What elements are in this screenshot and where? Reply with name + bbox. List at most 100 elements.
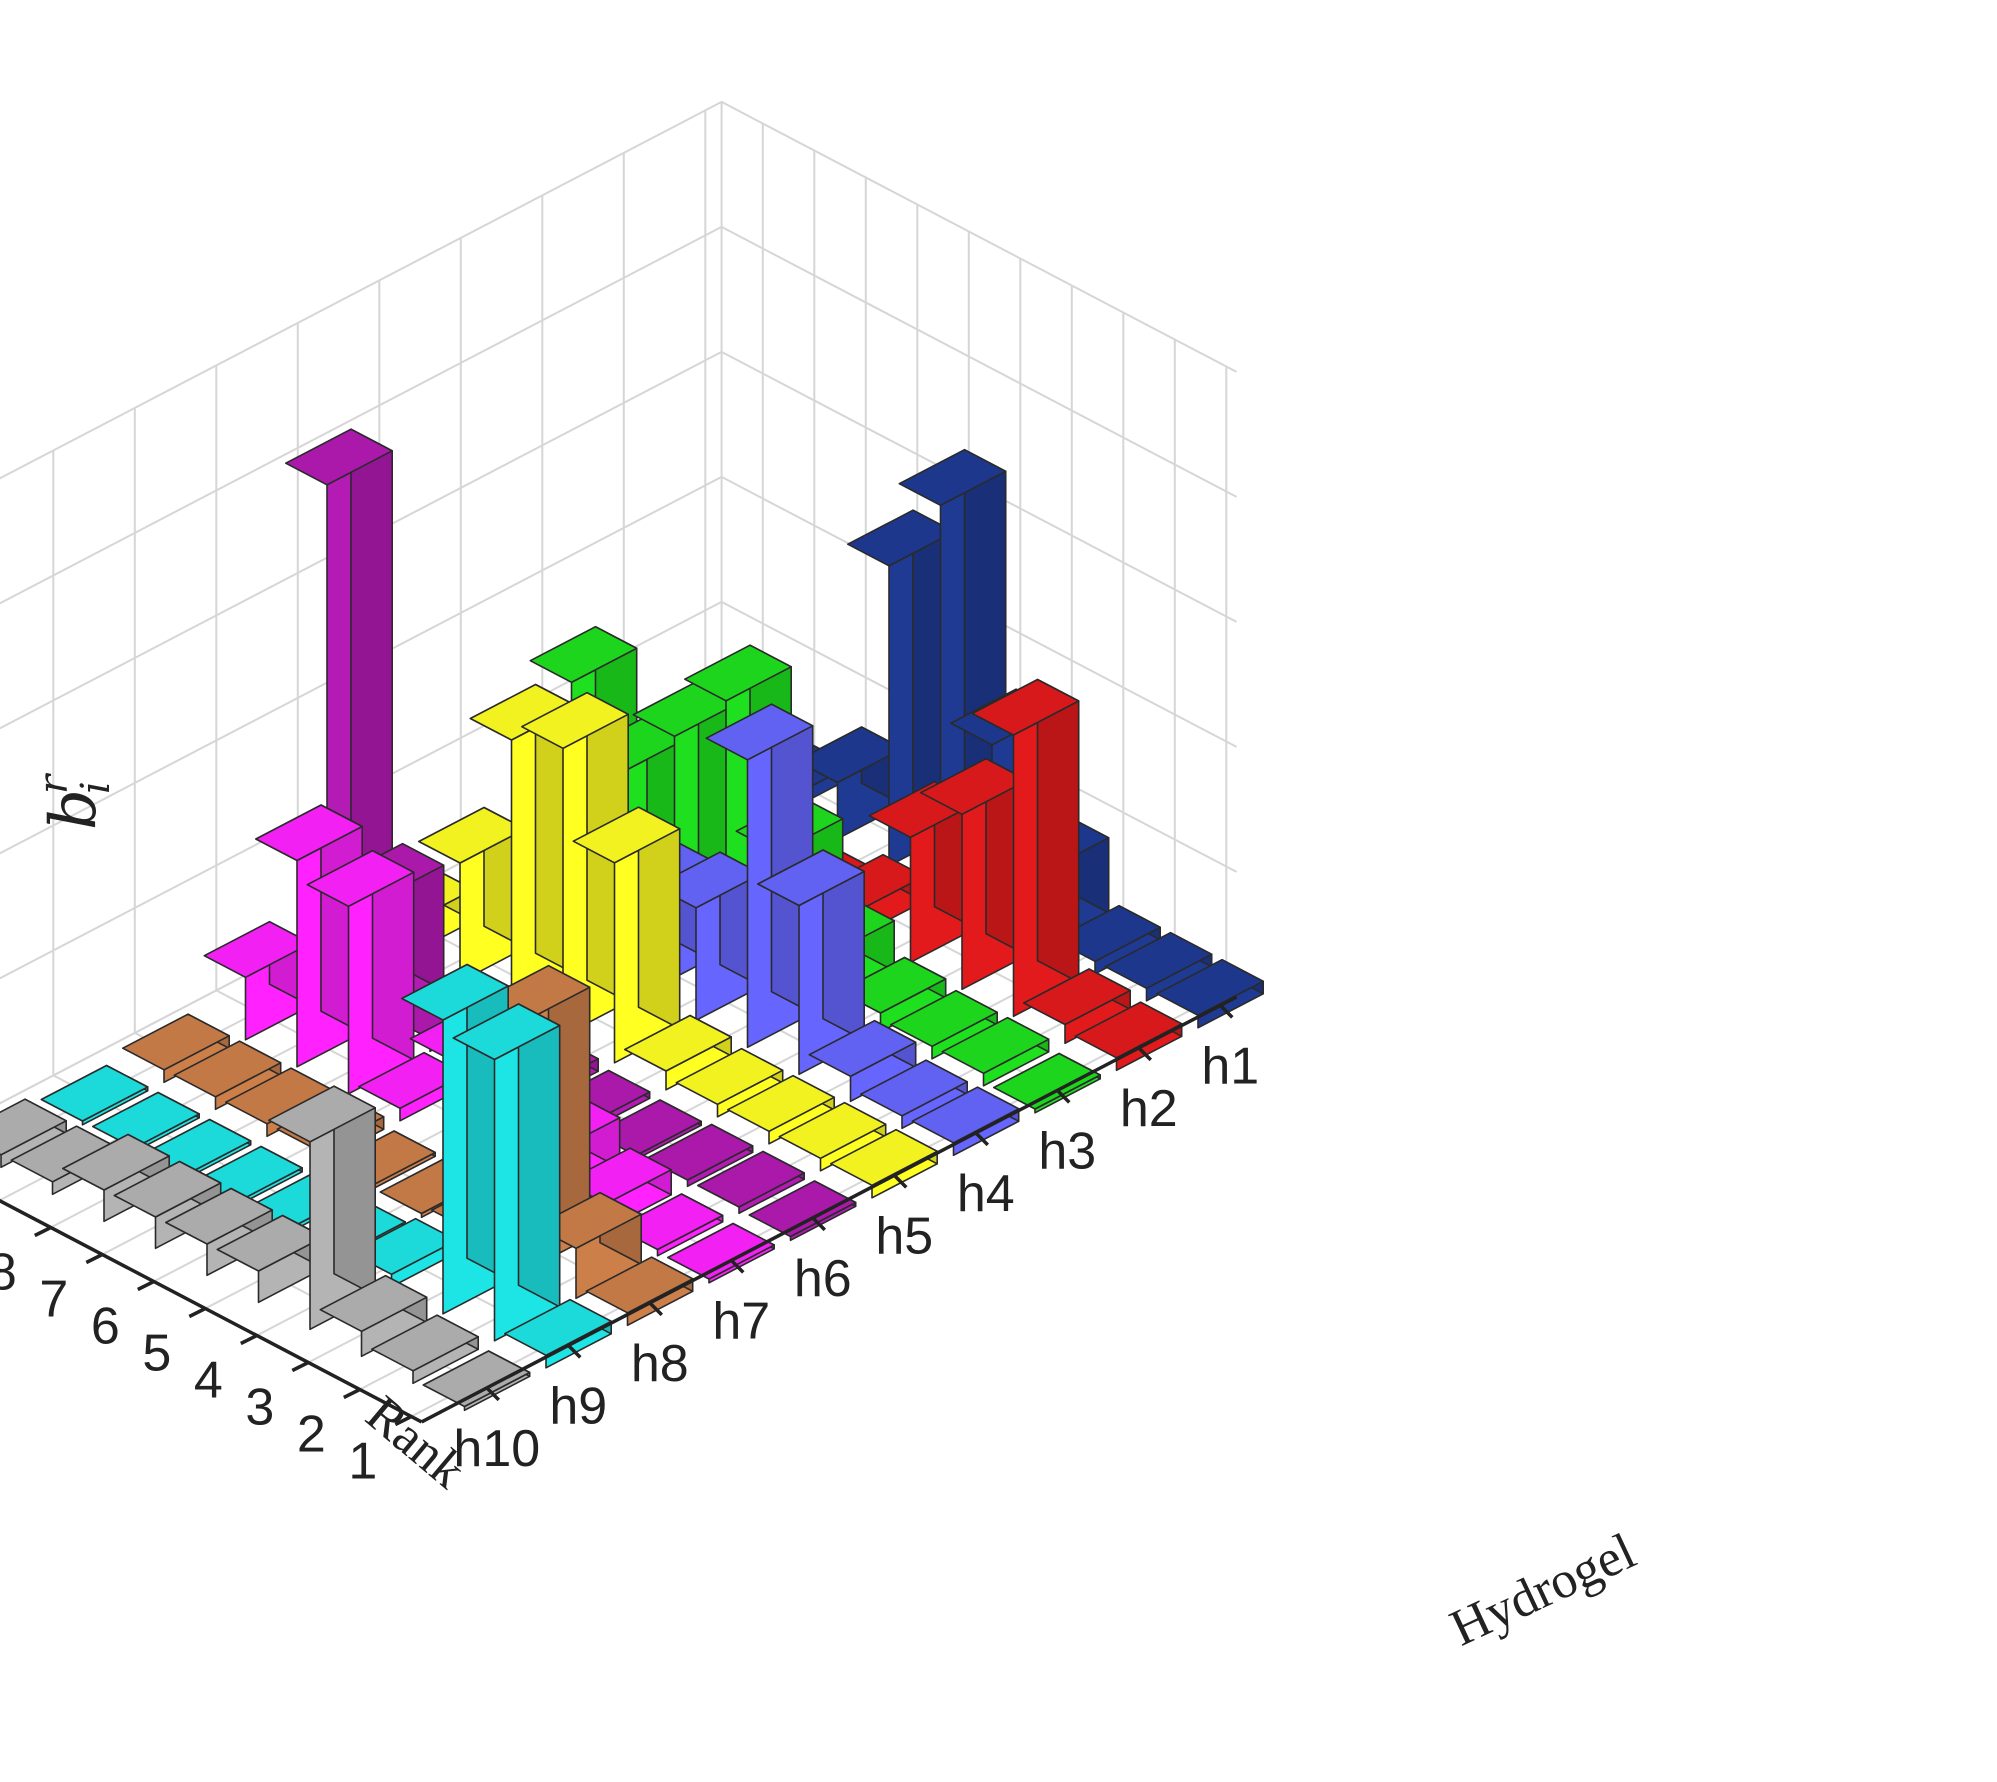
bar-h6-rank-2	[696, 1150, 806, 1215]
hydrogel-tick-label: h7	[712, 1292, 770, 1350]
bar-h5-rank-5	[623, 1014, 733, 1091]
bar-face	[1036, 678, 1080, 984]
bar-h7-rank-8	[306, 849, 415, 1095]
bar-top	[941, 1016, 1050, 1075]
bar-top	[165, 1187, 274, 1245]
bar-h5-rank-6	[572, 806, 681, 1064]
bar-top	[417, 806, 527, 864]
bar-h9-rank-9	[92, 1091, 200, 1153]
bar-top	[889, 989, 999, 1048]
bar-top	[756, 849, 866, 907]
bar-top	[203, 920, 312, 979]
rank-tick-label: 5	[142, 1325, 171, 1383]
bar-top	[726, 1074, 836, 1133]
bar-top	[319, 1274, 428, 1333]
bar-top	[675, 1047, 784, 1106]
bar-top	[572, 806, 681, 864]
rank-tick-label: 2	[297, 1406, 326, 1464]
hydrogel-tick-label: h6	[794, 1250, 852, 1308]
z-axis-label: b r i	[31, 772, 119, 830]
bar-top	[1022, 968, 1131, 1026]
bar-h1-rank-1	[1156, 958, 1264, 1029]
bar-top	[898, 448, 1007, 507]
rank-tick-label: 3	[245, 1379, 274, 1437]
hydrogel-tick	[1219, 1004, 1234, 1019]
bar-top	[529, 625, 638, 684]
bar-h8-rank-10	[122, 1013, 230, 1084]
rank-tick	[137, 1279, 155, 1292]
bar-top	[808, 1019, 917, 1078]
bar-top	[992, 1052, 1101, 1110]
bar-top	[306, 849, 415, 908]
z-axis-label-sub: i	[73, 781, 119, 794]
hydrogel-tick	[1137, 1046, 1153, 1062]
bar-h2-rank-3	[971, 678, 1080, 1018]
bar-top	[216, 1214, 325, 1272]
rank-tick	[343, 1387, 361, 1400]
bar-top	[422, 1350, 531, 1408]
rank-tick	[291, 1360, 310, 1373]
bar-h3-rank-3	[889, 989, 999, 1060]
bar-top	[400, 963, 510, 1021]
bar-top	[357, 1051, 467, 1110]
bar-top	[284, 428, 394, 486]
hydrogel-tick	[1056, 1089, 1071, 1104]
axes	[0, 995, 1238, 1427]
bar-top	[696, 1150, 806, 1208]
hydrogel-tick	[811, 1216, 827, 1232]
bar-h10-rank-2	[370, 1314, 480, 1385]
grid-line	[0, 225, 1238, 605]
bar-h10-rank-3	[319, 1274, 428, 1358]
grid-line	[0, 350, 1238, 730]
bar-h10-rank-10	[0, 1098, 67, 1169]
bar-face	[517, 1003, 561, 1308]
rank-tick	[240, 1333, 258, 1346]
bar-h5-rank-4	[675, 1047, 784, 1118]
bar-h7-rank-2	[615, 1193, 724, 1257]
bar-top	[623, 1014, 733, 1072]
bar-top	[122, 1013, 230, 1071]
bar-top	[0, 1098, 67, 1156]
hydrogel-tick-label: h8	[631, 1335, 689, 1393]
rank-tick-label: 7	[39, 1271, 68, 1329]
bar-h4-rank-4	[756, 849, 866, 1076]
z-axis-label-sup: r	[31, 772, 77, 794]
bar-top	[1104, 931, 1213, 990]
rank-tick	[85, 1252, 104, 1265]
bar-h10-rank-4	[267, 1085, 377, 1331]
rank-axis	[0, 1198, 423, 1424]
bar-top	[778, 1101, 887, 1160]
bar-h1-rank-2	[1104, 931, 1213, 1002]
rank-tick	[188, 1306, 207, 1319]
hydrogel-tick-label: h5	[875, 1207, 933, 1265]
bar-top	[255, 804, 364, 862]
bars	[0, 428, 1264, 1412]
bar-h6-rank-4	[593, 1099, 703, 1161]
bar-top	[267, 1085, 377, 1143]
hydrogel-tick	[893, 1174, 908, 1189]
bar-top	[683, 644, 793, 702]
hydrogel-axis-title: Hydrogel	[1442, 1523, 1644, 1658]
hydrogel-axis	[420, 995, 1238, 1424]
rank-tick	[34, 1225, 52, 1238]
bar-h6-rank-3	[645, 1123, 754, 1188]
hydrogel-tick-label: h10	[453, 1420, 540, 1478]
bar-h9-rank-2	[452, 1003, 561, 1342]
bar-h6-rank-1	[748, 1180, 857, 1242]
bar-top	[113, 1160, 222, 1218]
bar-h7-rank-10	[203, 920, 312, 1041]
bar-h9-rank-7	[195, 1145, 304, 1207]
bar-h4-rank-2	[859, 1059, 969, 1130]
rank-tick-label: 6	[91, 1298, 120, 1356]
rank-tick-label: 4	[194, 1352, 223, 1410]
rank-tick-label: 8	[0, 1244, 17, 1302]
bar-top	[173, 1040, 282, 1098]
hydrogel-tick-label: h4	[957, 1165, 1015, 1223]
bar-top	[919, 757, 1028, 816]
hydrogel-tick-label: h3	[1038, 1122, 1096, 1180]
bar-h3-rank-2	[941, 1016, 1050, 1087]
bar-top	[92, 1091, 200, 1149]
bar-top	[370, 1314, 480, 1372]
rank-tick-label: 1	[348, 1433, 377, 1491]
